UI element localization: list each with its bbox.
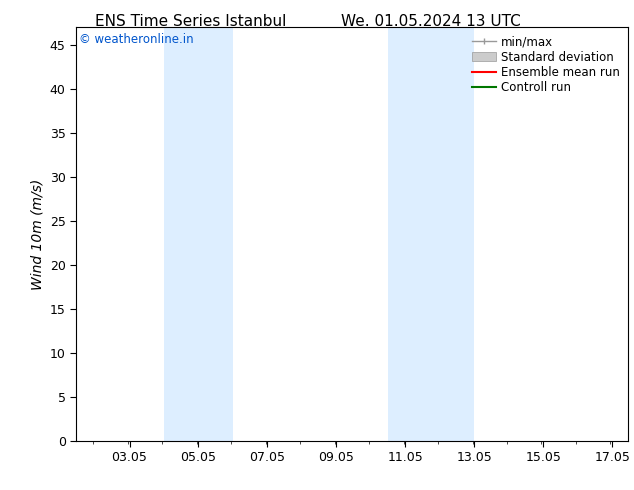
Text: ENS Time Series Istanbul: ENS Time Series Istanbul [94,14,286,29]
Bar [164,27,233,441]
Legend: min/max, Standard deviation, Ensemble mean run, Controll run: min/max, Standard deviation, Ensemble me… [470,33,622,97]
Bar [388,27,474,441]
Text: © weatheronline.in: © weatheronline.in [79,33,193,46]
Y-axis label: Wind 10m (m/s): Wind 10m (m/s) [30,178,44,290]
Text: We. 01.05.2024 13 UTC: We. 01.05.2024 13 UTC [341,14,521,29]
